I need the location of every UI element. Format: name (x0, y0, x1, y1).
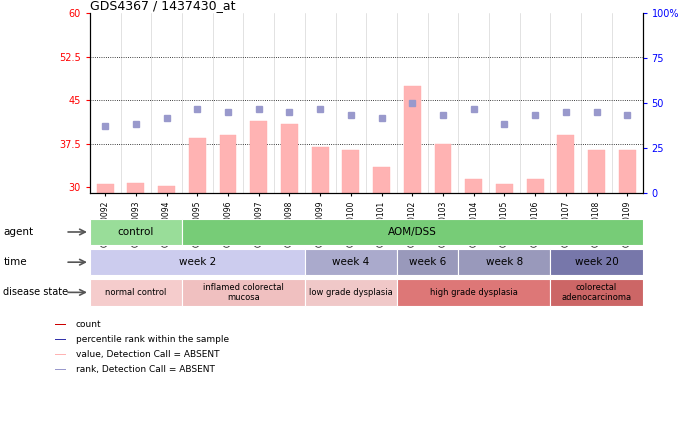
Bar (527, 178, 544, 193)
Text: agent: agent (3, 227, 34, 237)
Bar (189, 138, 206, 193)
Bar (220, 135, 236, 193)
Text: rank, Detection Call = ABSENT: rank, Detection Call = ABSENT (76, 365, 215, 374)
Bar (343, 150, 359, 193)
Bar (55, 354, 66, 355)
Bar (465, 178, 482, 193)
Bar (55, 369, 66, 370)
Text: inflamed colorectal
mucosa: inflamed colorectal mucosa (203, 283, 284, 302)
Bar (551, 278, 643, 306)
Bar (90, 219, 182, 245)
Text: value, Detection Call = ABSENT: value, Detection Call = ABSENT (76, 350, 219, 359)
Bar (305, 278, 397, 306)
Bar (404, 86, 421, 193)
Text: week 2: week 2 (179, 257, 216, 267)
Bar (55, 339, 66, 341)
Text: week 6: week 6 (409, 257, 446, 267)
Bar (182, 278, 305, 306)
Bar (127, 182, 144, 193)
Bar (90, 249, 305, 275)
Bar (558, 135, 574, 193)
Bar (250, 121, 267, 193)
Text: time: time (3, 257, 27, 267)
Text: high grade dysplasia: high grade dysplasia (430, 288, 518, 297)
Bar (458, 249, 551, 275)
Bar (619, 150, 636, 193)
Bar (312, 147, 329, 193)
Bar (182, 219, 643, 245)
Text: week 8: week 8 (486, 257, 523, 267)
Text: week 20: week 20 (575, 257, 618, 267)
Text: disease state: disease state (3, 287, 68, 297)
Text: GDS4367 / 1437430_at: GDS4367 / 1437430_at (90, 0, 236, 12)
Text: colorectal
adenocarcinoma: colorectal adenocarcinoma (562, 283, 632, 302)
Bar (397, 249, 458, 275)
Bar (97, 184, 113, 193)
Text: percentile rank within the sample: percentile rank within the sample (76, 335, 229, 344)
Bar (435, 144, 451, 193)
Bar (397, 278, 551, 306)
Text: count: count (76, 320, 102, 329)
Bar (551, 249, 643, 275)
Bar (90, 278, 182, 306)
Bar (158, 186, 175, 193)
Bar (373, 167, 390, 193)
Text: low grade dysplasia: low grade dysplasia (309, 288, 392, 297)
Bar (55, 324, 66, 325)
Text: control: control (117, 227, 154, 237)
Bar (305, 249, 397, 275)
Text: normal control: normal control (105, 288, 167, 297)
Text: AOM/DSS: AOM/DSS (388, 227, 437, 237)
Bar (496, 184, 513, 193)
Bar (588, 150, 605, 193)
Text: week 4: week 4 (332, 257, 370, 267)
Bar (281, 123, 298, 193)
